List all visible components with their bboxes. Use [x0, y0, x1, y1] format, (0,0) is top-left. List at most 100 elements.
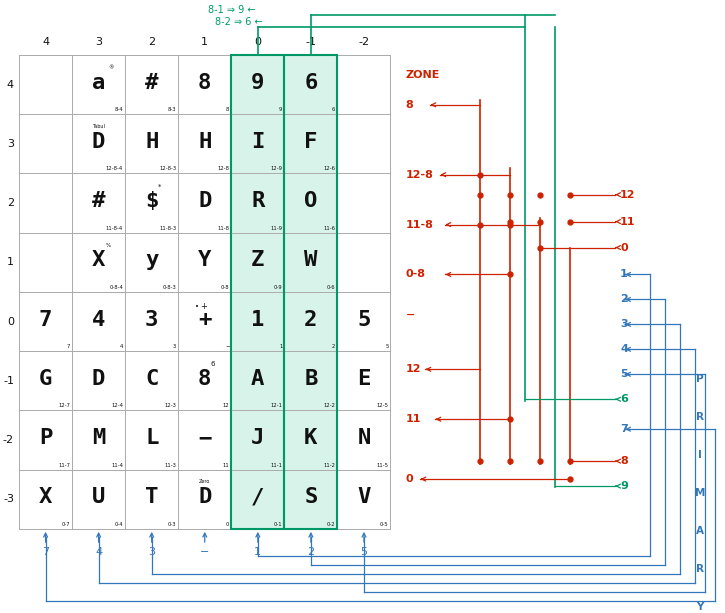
Text: 11-8: 11-8 — [405, 219, 434, 230]
Text: M: M — [695, 488, 705, 498]
Text: 8: 8 — [405, 100, 413, 110]
Text: #: # — [145, 72, 158, 93]
Text: F: F — [304, 132, 318, 152]
Text: V: V — [357, 487, 370, 508]
Text: 4: 4 — [92, 310, 105, 330]
Text: 12-8-3: 12-8-3 — [159, 166, 176, 172]
Text: 12: 12 — [223, 403, 229, 408]
Text: 1: 1 — [7, 257, 14, 267]
Text: 2: 2 — [304, 310, 318, 330]
Text: Zero: Zero — [199, 479, 210, 484]
Text: A: A — [251, 369, 265, 389]
Text: 0: 0 — [620, 243, 628, 253]
Text: X: X — [39, 487, 52, 508]
Text: 8: 8 — [226, 107, 229, 112]
Text: 12: 12 — [620, 189, 636, 200]
Text: 0: 0 — [254, 37, 261, 47]
Text: 6: 6 — [304, 72, 318, 93]
Text: 0-8: 0-8 — [405, 270, 426, 280]
Text: J: J — [251, 428, 265, 448]
Text: 5: 5 — [357, 310, 370, 330]
Text: D: D — [92, 369, 105, 389]
Text: 0-8-3: 0-8-3 — [162, 285, 176, 290]
Text: 11-8-4: 11-8-4 — [106, 226, 123, 230]
Text: P: P — [696, 375, 704, 384]
Bar — [284, 55, 337, 529]
Text: 11: 11 — [405, 414, 421, 424]
Text: 6: 6 — [332, 107, 336, 112]
Text: 9: 9 — [620, 481, 628, 491]
Text: 11-9: 11-9 — [270, 226, 282, 230]
Text: I: I — [698, 450, 702, 460]
Text: 5: 5 — [620, 369, 628, 379]
Text: 8-1 ⇒ 9 ←: 8-1 ⇒ 9 ← — [208, 5, 256, 15]
Text: 12-8: 12-8 — [405, 170, 434, 180]
Text: 12-1: 12-1 — [270, 403, 282, 408]
Text: 12-8-4: 12-8-4 — [106, 166, 123, 172]
Text: •: • — [195, 304, 199, 310]
Text: G: G — [39, 369, 52, 389]
Bar — [231, 55, 284, 529]
Text: /: / — [251, 487, 265, 508]
Text: 0-3: 0-3 — [167, 522, 176, 527]
Text: A: A — [696, 526, 704, 536]
Text: +: + — [198, 310, 212, 330]
Text: 12-2: 12-2 — [323, 403, 336, 408]
Text: 11: 11 — [223, 463, 229, 468]
Text: 0-9: 0-9 — [274, 285, 282, 290]
Text: 1: 1 — [251, 310, 265, 330]
Text: 12-9: 12-9 — [270, 166, 282, 172]
Text: 11-8-3: 11-8-3 — [159, 226, 176, 230]
Text: Y: Y — [198, 250, 212, 270]
Text: y: y — [145, 250, 158, 270]
Text: 8-3: 8-3 — [167, 107, 176, 112]
Text: 0-7: 0-7 — [62, 522, 70, 527]
Text: ®: ® — [108, 66, 113, 70]
Text: 11-3: 11-3 — [165, 463, 176, 468]
Text: 12-7: 12-7 — [58, 403, 70, 408]
Text: N: N — [357, 428, 370, 448]
Text: +: + — [200, 302, 207, 311]
Text: O: O — [304, 191, 318, 211]
Text: 7: 7 — [42, 547, 49, 557]
Text: 8: 8 — [198, 369, 212, 389]
Text: -1: -1 — [305, 37, 316, 47]
Text: 12: 12 — [405, 364, 421, 375]
Text: 7: 7 — [39, 310, 52, 330]
Text: L: L — [145, 428, 158, 448]
Text: *: * — [158, 183, 162, 189]
Text: 0-6: 0-6 — [327, 285, 336, 290]
Text: -2: -2 — [358, 37, 370, 47]
Text: 6: 6 — [620, 394, 628, 404]
Text: ZONE: ZONE — [405, 70, 440, 80]
Text: 3: 3 — [7, 139, 14, 149]
Text: 8: 8 — [198, 72, 212, 93]
Text: I: I — [251, 132, 265, 152]
Text: 11-4: 11-4 — [111, 463, 123, 468]
Text: R: R — [696, 412, 704, 422]
Text: 6: 6 — [210, 361, 215, 367]
Text: −: − — [405, 310, 415, 319]
Text: 11-2: 11-2 — [323, 463, 336, 468]
Text: 4: 4 — [7, 80, 14, 89]
Text: 4: 4 — [620, 345, 628, 354]
Text: 0-1: 0-1 — [274, 522, 282, 527]
Text: Y: Y — [696, 602, 704, 612]
Text: 1: 1 — [202, 37, 208, 47]
Text: 3: 3 — [620, 319, 628, 329]
Bar — [284, 55, 337, 529]
Text: 5: 5 — [385, 345, 389, 349]
Text: 12-3: 12-3 — [165, 403, 176, 408]
Text: 3: 3 — [95, 37, 102, 47]
Text: D: D — [92, 132, 105, 152]
Text: 11-7: 11-7 — [58, 463, 70, 468]
Text: 0: 0 — [226, 522, 229, 527]
Text: %: % — [106, 243, 111, 248]
Text: 9: 9 — [251, 72, 265, 93]
Text: #: # — [92, 191, 105, 211]
Text: 8: 8 — [620, 456, 628, 466]
Text: 0: 0 — [405, 474, 413, 484]
Text: R: R — [251, 191, 265, 211]
Text: Tabul: Tabul — [92, 123, 105, 129]
Text: K: K — [304, 428, 318, 448]
